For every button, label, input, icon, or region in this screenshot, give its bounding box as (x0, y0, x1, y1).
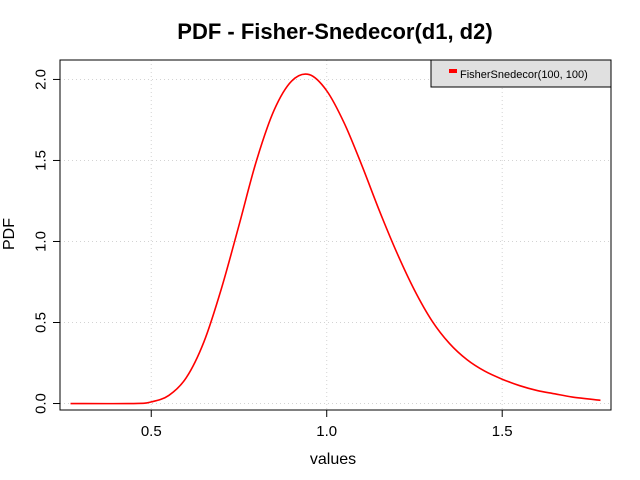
x-axis-label: values (310, 451, 356, 468)
y-axis-label: PDF (1, 218, 18, 250)
axis-ticks: 0.5 1.0 1.5 0.0 0.5 1.0 1.5 2.0 (33, 69, 513, 440)
y-tick-label: 2.0 (33, 69, 50, 90)
series-line (70, 73, 601, 405)
y-tick-label: 0.5 (33, 312, 50, 333)
grid-lines (60, 60, 611, 410)
legend-swatch (449, 69, 457, 73)
legend-entry: FisherSnedecor(100, 100) (460, 69, 588, 81)
y-tick-label: 1.5 (33, 150, 50, 171)
y-tick-label: 0.0 (33, 393, 50, 414)
legend: FisherSnedecor(100, 100) (430, 59, 612, 88)
series-layer (70, 73, 601, 405)
x-tick-label: 1.0 (316, 423, 337, 440)
legend-box (430, 59, 612, 88)
plot-frame (59, 59, 612, 411)
y-tick-label: 1.0 (33, 231, 50, 252)
x-tick-label: 0.5 (141, 423, 162, 440)
x-tick-label: 1.5 (492, 423, 513, 440)
chart-title: PDF - Fisher-Snedecor(d1, d2) (177, 19, 492, 44)
